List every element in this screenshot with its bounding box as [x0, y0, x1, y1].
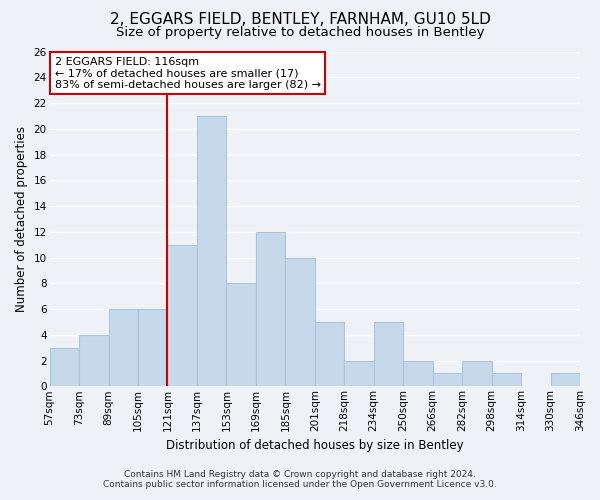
- Bar: [374, 322, 403, 386]
- Bar: [138, 309, 167, 386]
- Text: 2, EGGARS FIELD, BENTLEY, FARNHAM, GU10 5LD: 2, EGGARS FIELD, BENTLEY, FARNHAM, GU10 …: [110, 12, 490, 28]
- Bar: [197, 116, 226, 386]
- Text: 2 EGGARS FIELD: 116sqm
← 17% of detached houses are smaller (17)
83% of semi-det: 2 EGGARS FIELD: 116sqm ← 17% of detached…: [55, 56, 321, 90]
- Bar: [79, 335, 109, 386]
- Bar: [344, 360, 374, 386]
- Bar: [167, 244, 197, 386]
- Bar: [315, 322, 344, 386]
- Y-axis label: Number of detached properties: Number of detached properties: [15, 126, 28, 312]
- Bar: [551, 374, 580, 386]
- Bar: [256, 232, 286, 386]
- Bar: [491, 374, 521, 386]
- X-axis label: Distribution of detached houses by size in Bentley: Distribution of detached houses by size …: [166, 440, 464, 452]
- Bar: [462, 360, 491, 386]
- Text: Size of property relative to detached houses in Bentley: Size of property relative to detached ho…: [116, 26, 484, 39]
- Bar: [403, 360, 433, 386]
- Bar: [433, 374, 462, 386]
- Bar: [50, 348, 79, 387]
- Bar: [226, 284, 256, 387]
- Bar: [286, 258, 315, 386]
- Bar: [109, 309, 138, 386]
- Text: Contains HM Land Registry data © Crown copyright and database right 2024.
Contai: Contains HM Land Registry data © Crown c…: [103, 470, 497, 489]
